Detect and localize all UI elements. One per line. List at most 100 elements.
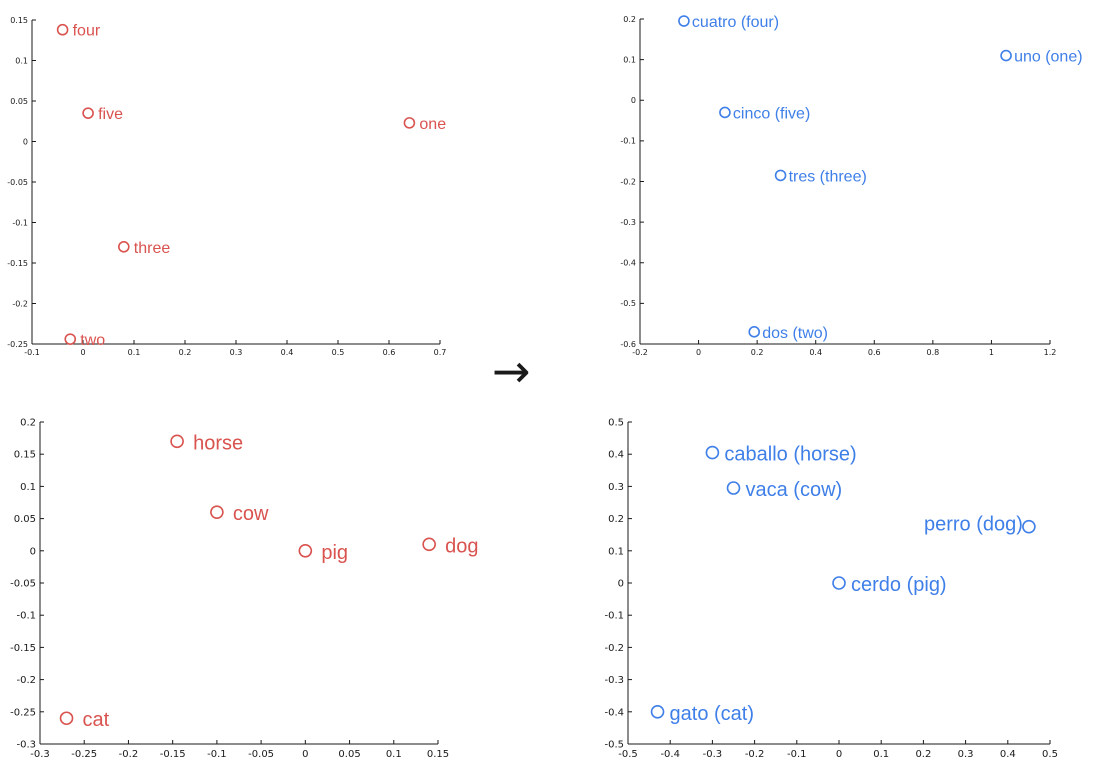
y-tick-label: 0.05 [14,514,36,525]
x-tick-label: 0.05 [338,749,360,760]
x-tick-label: -0.3 [703,749,723,760]
x-tick-label: 0.1 [386,749,402,760]
chart-animals-english: -0.3 -0.25 -0.2 -0.15 -0.1 -0.05 0 0.05 0.1 0.15 -… [10,418,478,761]
chart-animals-spanish: -0.5 -0.4 -0.3 -0.2 -0.1 0 0.1 0.2 0.3 0.4 0.5 -0.5… [604,418,1057,761]
x-tick-label: -0.25 [71,749,97,760]
y-tick-label: 0.2 [623,15,636,24]
chart-numbers-english: -0.1 0 0.1 0.2 0.3 0.4 0.5 0.6 0.7 -0.25 -0.2 -0.15… [7,16,446,357]
x-tick-label: -0.15 [160,749,186,760]
data-point [59,711,74,726]
data-point [82,107,94,119]
point-label: cerdo (pig) [851,574,947,596]
data-point [650,704,665,719]
data-point [170,434,184,449]
point-label: caballo (horse) [724,444,856,466]
x-tick-label: 0.4 [809,348,822,357]
y-tick-label: 0.1 [608,546,624,557]
y-tick-label: -0.5 [620,299,636,308]
x-tick-label: 0.8 [926,348,939,357]
x-tick-label: 0.6 [868,348,881,357]
y-tick-label: 0.2 [608,514,624,525]
point-label: dos (two) [762,325,828,342]
x-tick-label: 0.6 [383,348,396,357]
data-point [210,505,224,519]
x-tick-label: 0.4 [281,348,294,357]
data-point [1022,519,1036,534]
y-tick-label: -0.05 [7,178,28,187]
y-tick-label: -0.2 [16,675,36,686]
y-tick-label: -0.15 [7,259,28,268]
chart-numbers-spanish: -0.2 0 0.2 0.4 0.6 0.8 1 1.2 -0.6 -0.5 -0.4 -0.3 -0.… [620,14,1082,357]
data-point [1000,49,1012,62]
y-tick-label: -0.2 [604,643,624,654]
point-label: cat [83,709,110,731]
data-point [56,23,69,36]
point-label: uno (one) [1014,49,1083,66]
y-tick-label: 0.15 [10,16,28,25]
x-tick-label: -0.4 [660,749,680,760]
y-tick-label: -0.3 [604,675,624,686]
y-tick-label: -0.05 [10,579,36,590]
y-tick-label: -0.2 [12,299,28,308]
y-tick-label: 0 [30,546,36,557]
y-tick-label: 0.5 [608,418,624,429]
point-label: two [80,332,105,349]
data-point [705,445,720,460]
point-label: five [98,106,123,123]
data-point [726,481,741,495]
y-tick-label: -0.6 [620,340,636,349]
data-point [748,326,761,338]
x-tick-label: 1.2 [1044,348,1057,357]
y-tick-label: -0.15 [10,643,36,654]
x-tick-label: 0.1 [128,348,141,357]
y-tick-label: 0.1 [15,56,28,65]
point-label: cow [233,503,269,525]
x-tick-label: -0.1 [24,348,40,357]
x-tick-label: -0.2 [119,749,139,760]
point-label: pig [321,542,348,564]
x-tick-label: 0.5 [1042,749,1058,760]
x-tick-label: -0.05 [248,749,274,760]
x-tick-label: -0.3 [30,749,50,760]
data-point [298,543,313,558]
y-tick-label: 0.1 [623,55,636,64]
y-tick-label: 0.1 [20,482,36,493]
y-tick-label: -0.4 [604,707,624,718]
y-tick-label: 0.4 [608,450,624,461]
y-tick-label: -0.3 [16,740,36,751]
y-tick-label: -0.1 [604,611,624,622]
x-tick-label: 0.15 [427,749,449,760]
point-label: one [419,116,446,133]
x-tick-label: 0 [80,348,85,357]
x-tick-label: 0.3 [958,749,974,760]
point-label: vaca (cow) [746,479,843,501]
data-point [719,106,731,119]
y-tick-label: -0.1 [16,611,36,622]
data-point [64,333,77,345]
data-point [403,117,416,129]
data-point [678,15,690,27]
point-label: tres (three) [789,168,867,185]
x-tick-label: 0.1 [873,749,889,760]
point-label: cuatro (four) [692,14,779,31]
y-tick-label: 0.15 [14,450,36,461]
y-tick-label: 0 [631,96,636,105]
y-tick-label: -0.4 [620,259,636,268]
mapping-arrow-icon: → [492,344,531,398]
y-tick-label: -0.5 [604,740,624,751]
point-label: horse [193,432,243,454]
x-tick-label: 0.5 [332,348,345,357]
y-tick-label: -0.1 [620,137,636,146]
point-label: four [73,23,101,40]
y-tick-label: 0 [23,137,28,146]
point-label: dog [445,535,478,557]
y-tick-label: 0.2 [20,418,36,429]
point-label: gato (cat) [670,703,754,725]
data-point [422,537,436,552]
x-tick-label: 0.7 [434,348,447,357]
point-label: cinco (five) [733,105,810,122]
x-tick-label: 0 [302,749,308,760]
y-tick-label: 0 [618,579,624,590]
y-tick-label: 0.3 [608,482,624,493]
